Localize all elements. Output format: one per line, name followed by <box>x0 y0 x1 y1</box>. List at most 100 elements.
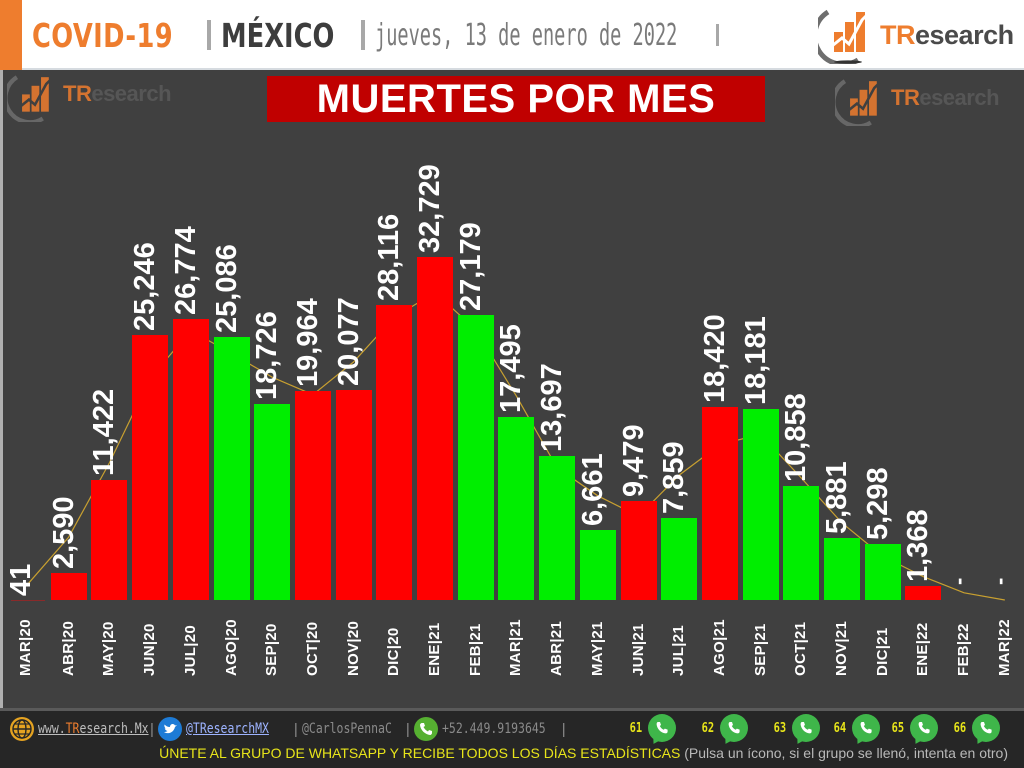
category-label: MAY|21 <box>588 621 606 676</box>
data-label: 11,422 <box>88 388 121 476</box>
category-label: DIC|21 <box>873 627 891 676</box>
whatsapp-icon[interactable] <box>719 714 748 742</box>
whatsapp-group-number: 65 <box>891 720 905 736</box>
category-label: OCT|20 <box>303 621 321 676</box>
website-link[interactable]: www.TResearch.Mx <box>38 721 149 737</box>
category-label: FEB|21 <box>466 623 484 676</box>
category-label: JUL|20 <box>181 624 199 676</box>
category-label: SEP|21 <box>751 623 769 676</box>
phone-number[interactable]: +52.449.9193645 <box>441 721 546 737</box>
header-accent-bar <box>0 0 22 70</box>
chart-title: MUERTES POR MES <box>316 76 716 121</box>
category-label: JUN|21 <box>629 623 647 676</box>
data-label: - <box>986 577 1012 585</box>
bar <box>498 417 535 600</box>
header-date: jueves, 13 de enero de 2022 <box>375 17 678 53</box>
bar <box>661 518 698 600</box>
header-separator <box>207 20 211 50</box>
whatsapp-group-63[interactable]: 63 <box>772 714 820 742</box>
data-label: 20,077 <box>332 297 365 386</box>
category-label: ENE|22 <box>914 622 932 676</box>
category-label: DIC|20 <box>385 627 403 676</box>
watermark-logo-left: TResearch <box>3 72 172 125</box>
watermark-logo-right: TResearch <box>831 76 1000 129</box>
header-topic: COVID-19 <box>32 15 174 55</box>
data-label: 5,298 <box>861 467 894 540</box>
data-label: 5,881 <box>821 461 853 534</box>
whatsapp-group-64[interactable]: 64 <box>832 714 880 742</box>
bar <box>824 538 860 600</box>
bar <box>579 530 616 600</box>
bar-chart-logo-icon <box>812 6 876 67</box>
header-separator <box>716 24 719 46</box>
footer: www.TResearch.Mx | @TResearchMX | @Carlo… <box>0 708 1024 768</box>
whatsapp-group-66[interactable]: 66 <box>952 714 1000 742</box>
data-label: 10,858 <box>780 393 813 482</box>
data-label: 18,181 <box>739 316 772 405</box>
data-label: 13,697 <box>536 363 569 452</box>
data-label: 2,590 <box>47 496 80 569</box>
category-label: ENE|21 <box>426 622 443 676</box>
category-label: ABR|21 <box>548 620 566 676</box>
whatsapp-icon[interactable] <box>851 714 880 742</box>
footer-separator: | <box>150 720 154 738</box>
data-label: 9,479 <box>617 424 650 497</box>
data-label: 28,116 <box>373 213 406 301</box>
whatsapp-group-number: 62 <box>701 720 715 736</box>
logo-tr: TR <box>891 85 920 110</box>
cta-note: (Pulsa un ícono, si el grupo se llenó, i… <box>684 745 1008 761</box>
whatsapp-icon[interactable] <box>791 714 820 742</box>
tresearch-logo: TResearch <box>812 6 1014 67</box>
data-label: 26,774 <box>169 226 202 315</box>
logo-tr: TR <box>63 81 92 106</box>
data-label: 27,179 <box>454 222 487 311</box>
whatsapp-group-number: 64 <box>833 720 847 736</box>
category-label: JUL|21 <box>670 624 688 676</box>
whatsapp-icon[interactable] <box>909 714 938 742</box>
cta-main: ÚNETE AL GRUPO DE WHATSAPP Y RECIBE TODO… <box>159 745 681 761</box>
category-label: MAR|22 <box>995 619 1013 676</box>
footer-separator: | <box>405 720 410 738</box>
logo-rest: esearch <box>919 85 1000 110</box>
whatsapp-group-65[interactable]: 65 <box>890 714 938 742</box>
header: COVID-19 MÉXICO jueves, 13 de enero de 2… <box>0 0 1024 70</box>
whatsapp-group-number: 61 <box>629 720 643 736</box>
twitter-link[interactable]: @TResearchMX <box>185 721 269 737</box>
category-label: OCT|21 <box>792 621 810 676</box>
bar <box>335 390 372 600</box>
data-label: 25,086 <box>210 244 243 333</box>
bar <box>213 337 250 600</box>
bar-chart: 41 MAR|20 2,590 ABR|20 11,422 MAY|20 25,246 JUN… <box>3 70 1024 708</box>
bar <box>620 501 657 600</box>
bar <box>905 586 942 600</box>
bar <box>254 404 291 600</box>
bar <box>294 391 331 600</box>
category-label: MAR|20 <box>17 619 34 676</box>
category-label: MAR|21 <box>507 619 525 676</box>
bar <box>864 544 901 600</box>
bar <box>742 409 779 600</box>
bar <box>132 335 169 600</box>
data-label: 1,368 <box>902 509 935 582</box>
whatsapp-group-62[interactable]: 62 <box>700 714 748 742</box>
data-label: 19,964 <box>291 298 324 387</box>
phone-icon[interactable] <box>413 717 438 741</box>
data-label: 25,246 <box>129 242 162 331</box>
personal-handle[interactable]: @CarlosPennaC <box>301 721 392 737</box>
twitter-icon[interactable] <box>157 717 182 741</box>
whatsapp-group-number: 63 <box>773 720 787 736</box>
bar-chart-logo-icon <box>3 72 59 125</box>
footer-separator: | <box>561 720 566 738</box>
category-label: AGO|21 <box>710 619 728 676</box>
category-label: SEP|20 <box>263 623 281 676</box>
baseline-tick <box>11 600 45 601</box>
footer-separator: | <box>293 720 298 738</box>
whatsapp-icon[interactable] <box>647 714 676 742</box>
bar <box>783 486 820 600</box>
whatsapp-icon[interactable] <box>971 714 1000 742</box>
logo-rest: esearch <box>91 81 172 106</box>
category-label: ABR|20 <box>59 620 77 676</box>
chart-panel: TResearch TResearch MUERTES POR MES 41 MA… <box>0 70 1024 708</box>
whatsapp-group-61[interactable]: 61 <box>628 714 676 742</box>
data-label: 32,729 <box>414 164 446 253</box>
